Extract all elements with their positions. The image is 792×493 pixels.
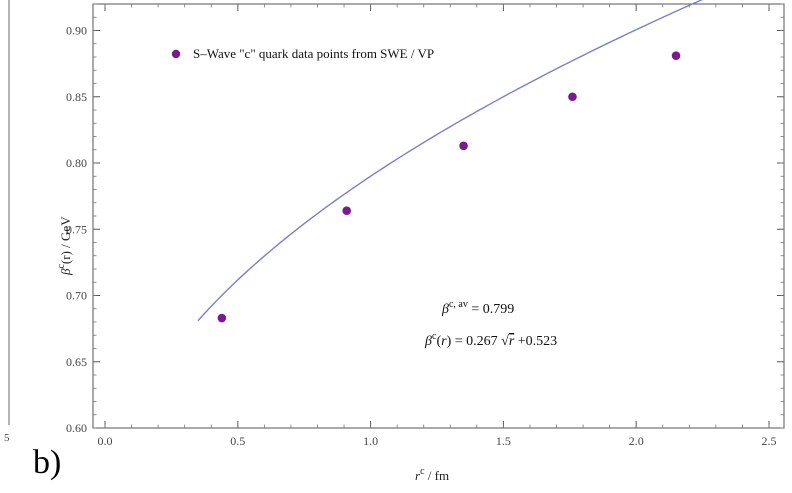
- x-tick-label: 2.5: [762, 434, 777, 448]
- legend-label: S–Wave "c" quark data points from SWE / …: [193, 46, 434, 61]
- fit-var: r: [441, 334, 447, 349]
- y-axis-label: βc(r) / GeV: [56, 216, 73, 276]
- y-tick-label: 0.70: [66, 289, 87, 303]
- legend-marker: [171, 49, 181, 59]
- previous-panel-tick: 5: [4, 432, 10, 444]
- x-label-base: r: [415, 468, 421, 483]
- x-label-sup: c: [420, 466, 425, 477]
- legend: S–Wave "c" quark data points from SWE / …: [171, 46, 434, 61]
- fit-sqrt: √: [501, 334, 509, 349]
- fit-annotation: βc(r) = 0.267 √r +0.523: [424, 331, 557, 349]
- x-label-unit: / fm: [425, 468, 450, 483]
- data-point: [671, 51, 681, 60]
- fit-intercept: +0.523: [514, 334, 557, 349]
- plot-frame: [92, 3, 785, 429]
- fit-paren: (: [436, 334, 441, 349]
- y-tick-label: 0.80: [66, 156, 87, 170]
- fit-curve: [197, 0, 703, 322]
- y-tick-label: 0.90: [66, 24, 87, 38]
- x-tick-labels: 0.0 0.5 1.0 1.5 2.0 2.5: [98, 434, 777, 448]
- data-point: [568, 92, 577, 102]
- average-annotation: βc, av = 0.799: [441, 299, 514, 317]
- y-tick-label: 0.85: [66, 90, 87, 104]
- y-tick-labels: 0.60 0.65 0.70 0.75 0.80 0.85 0.90: [66, 24, 87, 436]
- data-point: [217, 313, 227, 323]
- y-tick-label: 0.75: [66, 222, 87, 236]
- data-points: [217, 51, 681, 323]
- y-label-sup: c: [56, 264, 67, 269]
- y-tick-label: 0.60: [66, 421, 87, 435]
- x-axis-label: rc / fm: [415, 466, 449, 483]
- avg-beta: β: [441, 302, 449, 317]
- x-tick-label: 1.0: [363, 434, 378, 448]
- x-tick-label: 0.0: [98, 434, 113, 448]
- data-point: [342, 206, 351, 215]
- data-point: [459, 141, 468, 151]
- x-tick-label: 1.5: [496, 434, 511, 448]
- avg-superscript: c, av: [449, 299, 468, 310]
- fit-sqrt-arg: r: [509, 334, 515, 349]
- y-label-unit: (r) / GeV: [58, 216, 73, 264]
- axis-ticks: [93, 3, 784, 429]
- x-tick-label: 2.0: [629, 434, 644, 448]
- fit-superscript: c: [432, 331, 437, 342]
- y-label-base: β: [58, 268, 73, 276]
- y-tick-label: 0.65: [66, 355, 87, 369]
- x-tick-label: 0.5: [230, 434, 245, 448]
- fit-coeff: ) = 0.267: [447, 334, 502, 349]
- panel-label: b): [33, 444, 61, 481]
- fit-beta: β: [424, 334, 432, 349]
- avg-value: = 0.799: [468, 302, 514, 317]
